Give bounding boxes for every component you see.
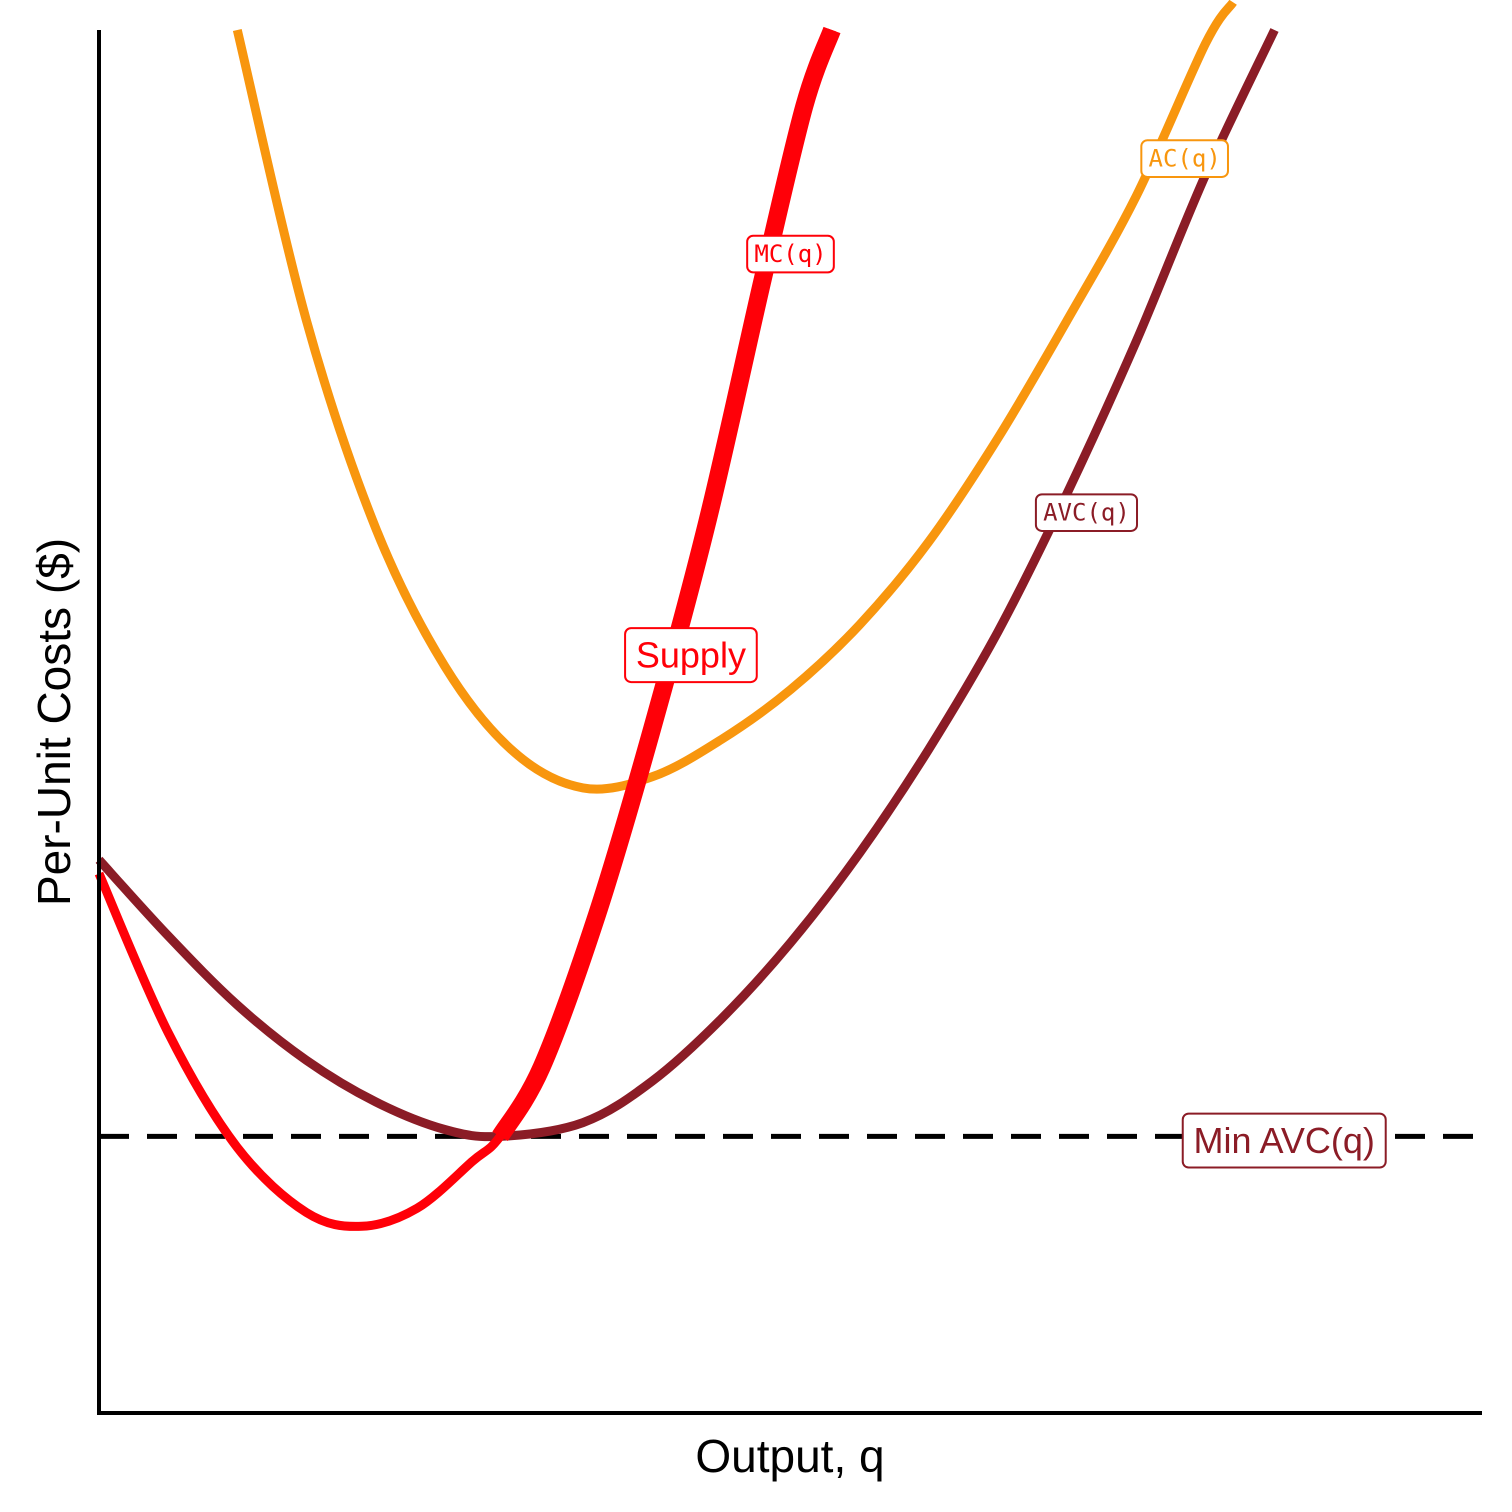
avc-curve	[95, 28, 1279, 1142]
plot-area	[94, 0, 1482, 1231]
x-axis-title: Output, q	[695, 1430, 884, 1482]
curve-labels: AC(q) AVC(q) MC(q) Supply Min AVC(q)	[624, 139, 1387, 1169]
supply-label-text: Supply	[636, 635, 746, 676]
min-avc-label: Min AVC(q)	[1181, 1112, 1387, 1169]
mc-label-text: MC(q)	[754, 240, 826, 268]
mc-label: MC(q)	[746, 234, 835, 274]
supply-label: Supply	[624, 627, 758, 684]
mc-label-box	[746, 234, 835, 274]
avc-label: AVC(q)	[1034, 493, 1139, 532]
ac-label-text: AC(q)	[1149, 145, 1221, 173]
y-axis-title: Per-Unit Costs ($)	[28, 538, 80, 906]
avc-label-text: AVC(q)	[1043, 499, 1130, 527]
supply-label-box	[624, 627, 758, 684]
min-avc-label-text: Min AVC(q)	[1194, 1120, 1375, 1161]
ac-label: AC(q)	[1140, 139, 1229, 178]
supply-curve	[492, 26, 841, 1142]
ac-label-box	[1140, 139, 1229, 178]
ac-curve	[232, 0, 1237, 794]
min-avc-label-box	[1181, 1112, 1387, 1169]
avc-label-box	[1034, 493, 1139, 532]
